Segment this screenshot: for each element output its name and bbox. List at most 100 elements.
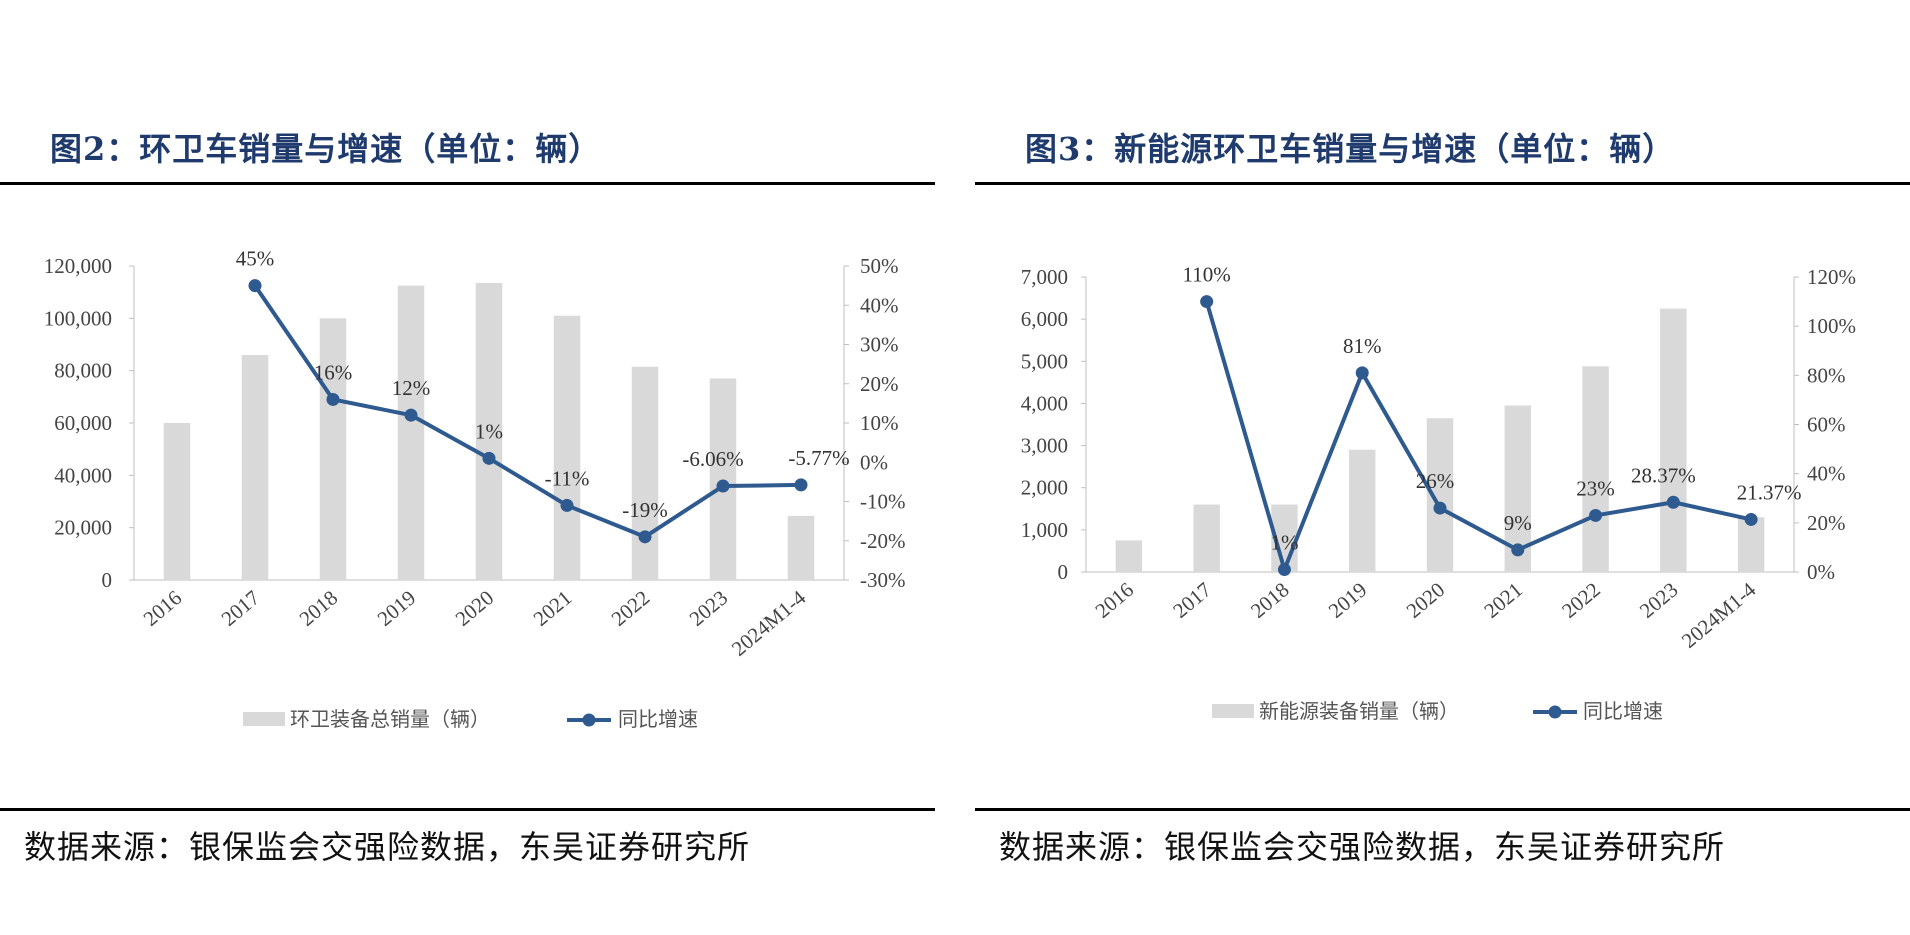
growth-point <box>1744 512 1758 526</box>
x-tick-label: 2016 <box>139 585 187 630</box>
source-note-right: 数据来源：银保监会交强险数据，东吴证券研究所 <box>999 828 1726 866</box>
growth-data-label: 21.37% <box>1737 480 1802 504</box>
x-tick-label: 2023 <box>685 585 733 630</box>
growth-data-label: 1% <box>475 419 503 443</box>
growth-data-label: 16% <box>314 360 353 384</box>
y-right-tick-label: 40% <box>860 293 899 317</box>
x-tick-label: 2016 <box>1091 577 1139 622</box>
chart-title-right: 图3：新能源环卫车销量与增速（单位：辆） <box>1025 130 1676 168</box>
growth-data-label: 26% <box>1416 469 1455 493</box>
growth-point <box>482 451 496 465</box>
bar <box>319 318 347 580</box>
y-right-tick-label: 80% <box>1807 363 1846 387</box>
y-right-tick-label: 60% <box>1807 413 1846 437</box>
title-rule-right <box>975 182 1910 185</box>
growth-data-label: 23% <box>1576 476 1615 500</box>
growth-point <box>794 478 808 492</box>
bar <box>553 315 581 580</box>
bar <box>475 283 503 580</box>
growth-data-label: 12% <box>392 376 431 400</box>
y-right-tick-label: 50% <box>860 254 899 278</box>
bar <box>1582 366 1609 572</box>
x-tick-label: 2020 <box>1402 577 1450 622</box>
bar <box>397 285 425 580</box>
legend-bar-swatch <box>1212 704 1254 718</box>
growth-data-label: -5.77% <box>788 446 849 470</box>
growth-data-label: -11% <box>545 466 590 490</box>
chart-canvas-left: 0 20,000 40,000 60,000 80,000 100,000 120,000 -… <box>44 247 906 731</box>
source-rule-right <box>975 808 1910 811</box>
growth-point <box>1511 543 1525 557</box>
x-tick-label: 2024M1-4 <box>1677 577 1761 653</box>
y-left-tick-label: 40,000 <box>54 463 112 487</box>
y-right-tick-label: 40% <box>1807 462 1846 486</box>
x-tick-label: 2022 <box>607 585 655 630</box>
bar <box>241 354 269 580</box>
x-tick-label: 2023 <box>1635 577 1683 622</box>
growth-data-label: -6.06% <box>682 447 743 471</box>
bar <box>1660 308 1687 572</box>
x-tick-label: 2019 <box>1324 577 1372 622</box>
legend-bar-label: 新能源装备销量（辆） <box>1259 699 1459 723</box>
y-right-tick-label: 10% <box>860 411 899 435</box>
y-left-tick-label: 20,000 <box>54 516 112 540</box>
growth-line <box>253 284 802 539</box>
y-left-tick-label: 7,000 <box>1021 265 1068 289</box>
growth-point <box>716 479 730 493</box>
growth-point <box>1355 366 1369 380</box>
y-left-tick-label: 3,000 <box>1021 434 1068 458</box>
y-left-tick-label: 100,000 <box>44 306 112 330</box>
bar <box>709 378 737 580</box>
y-left-tick-label: 2,000 <box>1021 476 1068 500</box>
y-left-tick-label: 5,000 <box>1021 349 1068 373</box>
growth-point <box>404 408 418 422</box>
x-tick-label: 2019 <box>373 585 421 630</box>
y-right-tick-label: 20% <box>1807 511 1846 535</box>
legend-bar-label: 环卫装备总销量（辆） <box>290 707 490 731</box>
y-left-tick-label: 80,000 <box>54 359 112 383</box>
legend-bar-swatch <box>243 712 285 726</box>
y-left-tick-label: 4,000 <box>1021 391 1068 415</box>
growth-point <box>560 498 574 512</box>
chart-canvas-right: 0 1,000 2,000 3,000 4,000 5,000 6,000 7,000 0% 20… <box>1021 263 1856 723</box>
x-tick-label: 2021 <box>1479 577 1527 622</box>
chart-panel-right: 图3：新能源环卫车销量与增速（单位：辆） 0 1,000 2,000 3,000 4,0… <box>975 0 1910 935</box>
growth-point <box>1433 501 1447 515</box>
y-left-tick-label: 0 <box>1058 560 1069 584</box>
growth-point <box>1666 495 1680 509</box>
growth-data-label: 1% <box>1270 531 1298 555</box>
chart-panel-left: 图2：环卫车销量与增速（单位：辆） 0 20,000 40,000 60,000 80,… <box>0 0 935 935</box>
x-tick-label: 2021 <box>529 585 577 630</box>
y-right-tick-label: 0% <box>860 450 888 474</box>
growth-point <box>326 392 340 406</box>
growth-data-label: 9% <box>1504 511 1532 535</box>
y-right-tick-label: 20% <box>860 372 899 396</box>
y-left-tick-label: 1,000 <box>1021 518 1068 542</box>
y-left-tick-label: 120,000 <box>44 254 112 278</box>
legend-line-marker <box>1548 705 1562 719</box>
growth-point <box>1589 508 1603 522</box>
growth-point <box>638 530 652 544</box>
bar <box>1737 517 1765 572</box>
y-right-tick-label: 120% <box>1807 265 1856 289</box>
growth-point <box>248 279 262 293</box>
y-left-tick-label: 6,000 <box>1021 307 1068 331</box>
x-tick-label: 2024M1-4 <box>727 585 811 661</box>
growth-line <box>1204 301 1752 572</box>
y-right-tick-label: -20% <box>860 529 906 553</box>
y-right-tick-label: 100% <box>1807 314 1856 338</box>
legend-line-label: 同比增速 <box>1583 699 1663 723</box>
bar <box>787 515 815 580</box>
y-left-tick-label: 0 <box>102 568 113 592</box>
bar <box>1349 449 1376 572</box>
legend-line-marker <box>582 713 596 727</box>
growth-data-label: 81% <box>1343 334 1382 358</box>
x-tick-label: 2017 <box>217 585 265 630</box>
chart-title-left: 图2：环卫车销量与增速（单位：辆） <box>50 130 602 168</box>
growth-data-label: 110% <box>1183 263 1231 287</box>
y-right-tick-label: -30% <box>860 568 906 592</box>
x-tick-label: 2017 <box>1168 577 1216 622</box>
x-tick-label: 2018 <box>1246 577 1294 622</box>
growth-data-label: 28.37% <box>1631 463 1696 487</box>
title-rule-left <box>0 182 935 185</box>
